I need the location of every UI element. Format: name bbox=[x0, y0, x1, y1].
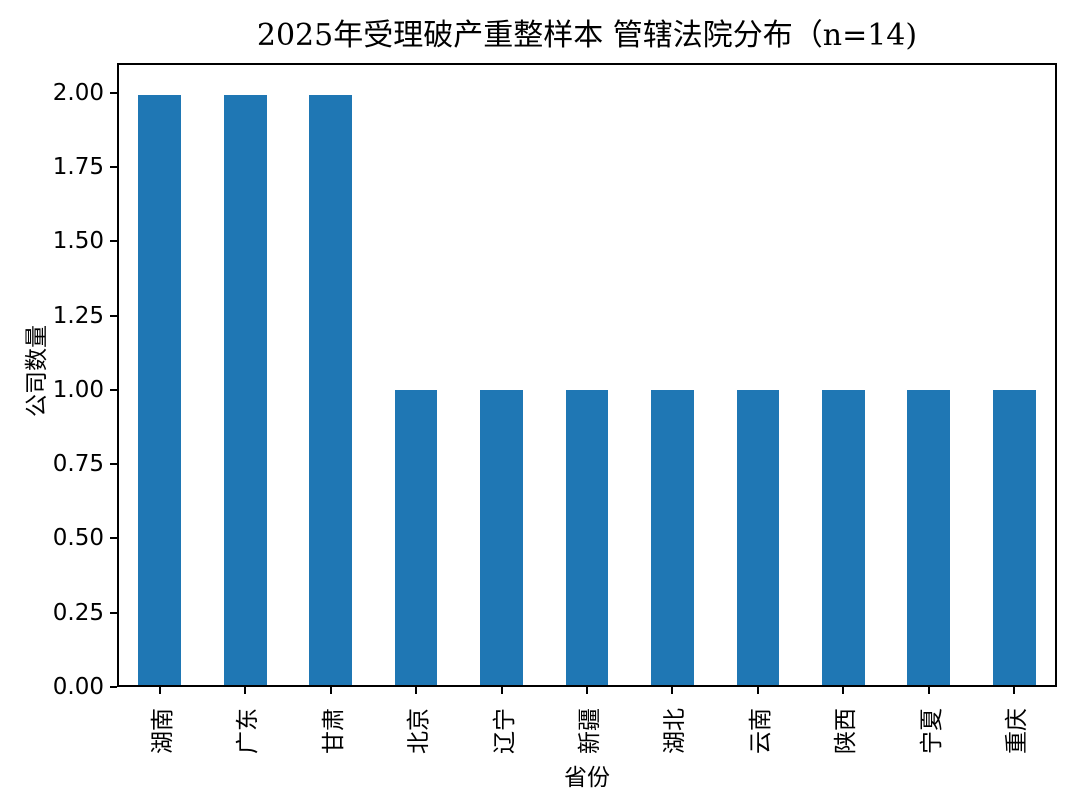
bar-广东 bbox=[223, 94, 267, 685]
y-tick-mark bbox=[110, 91, 117, 94]
bar-北京 bbox=[394, 389, 438, 685]
x-tick-mark bbox=[586, 687, 588, 694]
bar-湖南 bbox=[138, 94, 182, 685]
x-tick-mark bbox=[842, 687, 845, 694]
y-tick-mark bbox=[110, 388, 117, 391]
y-tick-label: 1.00 bbox=[52, 376, 104, 403]
y-tick-label: 0.00 bbox=[52, 674, 104, 700]
bar-湖北 bbox=[651, 389, 694, 685]
y-tick-label: 0.75 bbox=[52, 451, 104, 478]
x-tick-mark bbox=[756, 687, 759, 694]
y-axis-label: 公司数量 bbox=[24, 325, 50, 417]
x-tick-mark bbox=[415, 687, 418, 694]
bar-宁夏 bbox=[907, 389, 951, 685]
x-tick-mark bbox=[1013, 687, 1016, 694]
x-tick-mark bbox=[244, 687, 247, 694]
bar-辽宁 bbox=[480, 389, 523, 685]
bar-云南 bbox=[736, 389, 780, 685]
y-tick-label: 0.50 bbox=[52, 525, 104, 552]
bar-新疆 bbox=[565, 389, 609, 685]
chart-title: 2025年受理破产重整样本 管辖法院分布（n=14) bbox=[256, 18, 918, 53]
x-axis-label: 省份 bbox=[564, 765, 610, 791]
y-tick-label: 1.75 bbox=[52, 154, 104, 180]
y-tick-label: 2.00 bbox=[52, 79, 104, 106]
y-tick-label: 1.50 bbox=[52, 228, 104, 255]
y-tick-mark bbox=[110, 611, 117, 614]
y-tick-mark bbox=[110, 166, 117, 168]
y-tick-label: 0.25 bbox=[52, 599, 104, 626]
bar-甘肃 bbox=[309, 94, 352, 685]
x-tick-mark bbox=[329, 687, 332, 694]
x-tick-mark bbox=[500, 687, 503, 694]
y-tick-label: 1.25 bbox=[52, 302, 104, 329]
y-tick-mark bbox=[110, 240, 117, 243]
y-tick-mark bbox=[110, 463, 117, 466]
x-tick-label-重庆: 重庆 bbox=[1004, 708, 1031, 754]
x-tick-mark bbox=[158, 687, 161, 694]
bar-陕西 bbox=[822, 389, 865, 685]
plot-area bbox=[117, 63, 1057, 687]
x-tick-mark bbox=[927, 687, 930, 694]
bar-重庆 bbox=[992, 389, 1036, 685]
x-tick-mark bbox=[671, 687, 674, 694]
y-tick-mark bbox=[110, 314, 117, 317]
y-tick-mark bbox=[110, 686, 117, 688]
y-tick-mark bbox=[110, 537, 117, 540]
